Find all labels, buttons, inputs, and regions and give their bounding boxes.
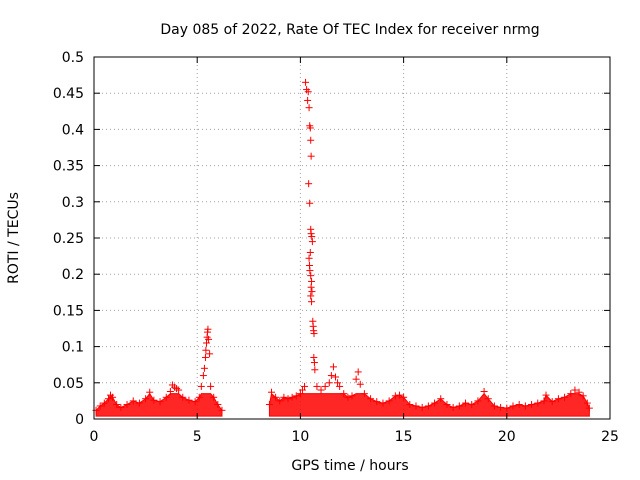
data-point [336, 382, 344, 390]
x-tick-label: 0 [90, 429, 99, 445]
data-point [331, 373, 339, 381]
data-point [308, 288, 316, 296]
data-point [298, 386, 306, 394]
data-point [204, 325, 212, 333]
x-axis-label: GPS time / hours [291, 458, 408, 474]
data-point [308, 233, 316, 241]
data-point [356, 380, 364, 388]
data-point [354, 368, 362, 376]
data-point [201, 353, 209, 361]
y-axis-label: ROTI / TECUs [6, 192, 22, 284]
y-tick-label: 0.45 [53, 86, 84, 102]
data-point [310, 330, 318, 338]
data-point [306, 199, 314, 207]
data-point [327, 372, 335, 380]
data-point [304, 88, 312, 96]
data-point [317, 386, 325, 394]
x-tick-label: 5 [193, 429, 202, 445]
data-point [306, 267, 314, 275]
y-tick-label: 0.1 [62, 340, 84, 356]
y-tick-label: 0.2 [62, 267, 84, 283]
data-point [305, 254, 313, 262]
data-point [307, 292, 315, 300]
y-tick-label: 0 [75, 412, 84, 428]
data-point [307, 136, 315, 144]
y-tick-label: 0.3 [62, 195, 84, 211]
y-tick-label: 0.35 [53, 159, 84, 175]
y-tick-label: 0.05 [53, 376, 84, 392]
data-point [305, 180, 313, 188]
data-points [92, 78, 593, 417]
data-point [334, 379, 342, 387]
data-point [308, 238, 316, 246]
data-point [207, 382, 215, 390]
y-tick-label: 0.25 [53, 231, 84, 247]
x-tick-label: 10 [291, 429, 309, 445]
y-tick-label: 0.5 [62, 50, 84, 66]
x-tick-label: 25 [601, 429, 619, 445]
x-tick-label: 15 [395, 429, 413, 445]
data-point [306, 124, 314, 132]
data-point [307, 283, 315, 291]
data-band [95, 392, 223, 417]
data-point [304, 96, 312, 104]
data-point [305, 104, 313, 112]
data-point [325, 379, 333, 387]
data-point [308, 298, 316, 306]
ticks: 0 5 10 15 20 25 0 0.05 0.1 0.15 0.2 0.25 0.3 0.35 0.4 0… [53, 50, 619, 445]
data-point [310, 359, 318, 367]
data-point [571, 386, 579, 394]
data-point [202, 346, 210, 354]
data-point [199, 372, 207, 380]
data-point [329, 363, 337, 371]
chart-title: Day 085 of 2022, Rate Of TEC Index for r… [160, 22, 539, 38]
data-point [197, 382, 205, 390]
data-point [352, 375, 360, 383]
data-point [306, 248, 314, 256]
data-point [202, 339, 210, 347]
data-point [310, 353, 318, 361]
data-point [302, 78, 310, 86]
data-point [175, 386, 183, 394]
data-point [311, 366, 319, 374]
data-point [307, 272, 315, 280]
data-point [313, 382, 321, 390]
data-point [307, 152, 315, 160]
data-point [200, 364, 208, 372]
data-point [307, 230, 315, 238]
grid [94, 57, 610, 419]
x-tick-label: 20 [498, 429, 516, 445]
y-tick-label: 0.15 [53, 303, 84, 319]
data-point [205, 335, 213, 343]
data-point [206, 350, 214, 358]
y-tick-label: 0.4 [62, 122, 84, 138]
data-band [268, 392, 590, 417]
data-point [301, 382, 309, 390]
data-point [321, 382, 329, 390]
